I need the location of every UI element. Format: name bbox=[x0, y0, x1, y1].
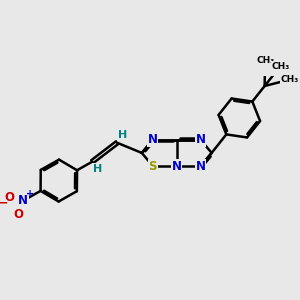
Text: CH₃: CH₃ bbox=[256, 56, 274, 65]
Text: N: N bbox=[196, 133, 206, 146]
Text: H: H bbox=[93, 164, 102, 174]
Text: O: O bbox=[13, 208, 23, 221]
Text: −: − bbox=[0, 197, 8, 210]
Text: S: S bbox=[148, 160, 157, 172]
Text: N: N bbox=[18, 194, 28, 207]
Text: +: + bbox=[26, 189, 34, 199]
Text: N: N bbox=[196, 160, 206, 172]
Text: O: O bbox=[4, 191, 14, 205]
Text: H: H bbox=[118, 130, 127, 140]
Text: CH₃: CH₃ bbox=[271, 62, 290, 71]
Text: CH₃: CH₃ bbox=[280, 75, 298, 84]
Text: N: N bbox=[172, 160, 182, 172]
Text: N: N bbox=[148, 133, 158, 146]
